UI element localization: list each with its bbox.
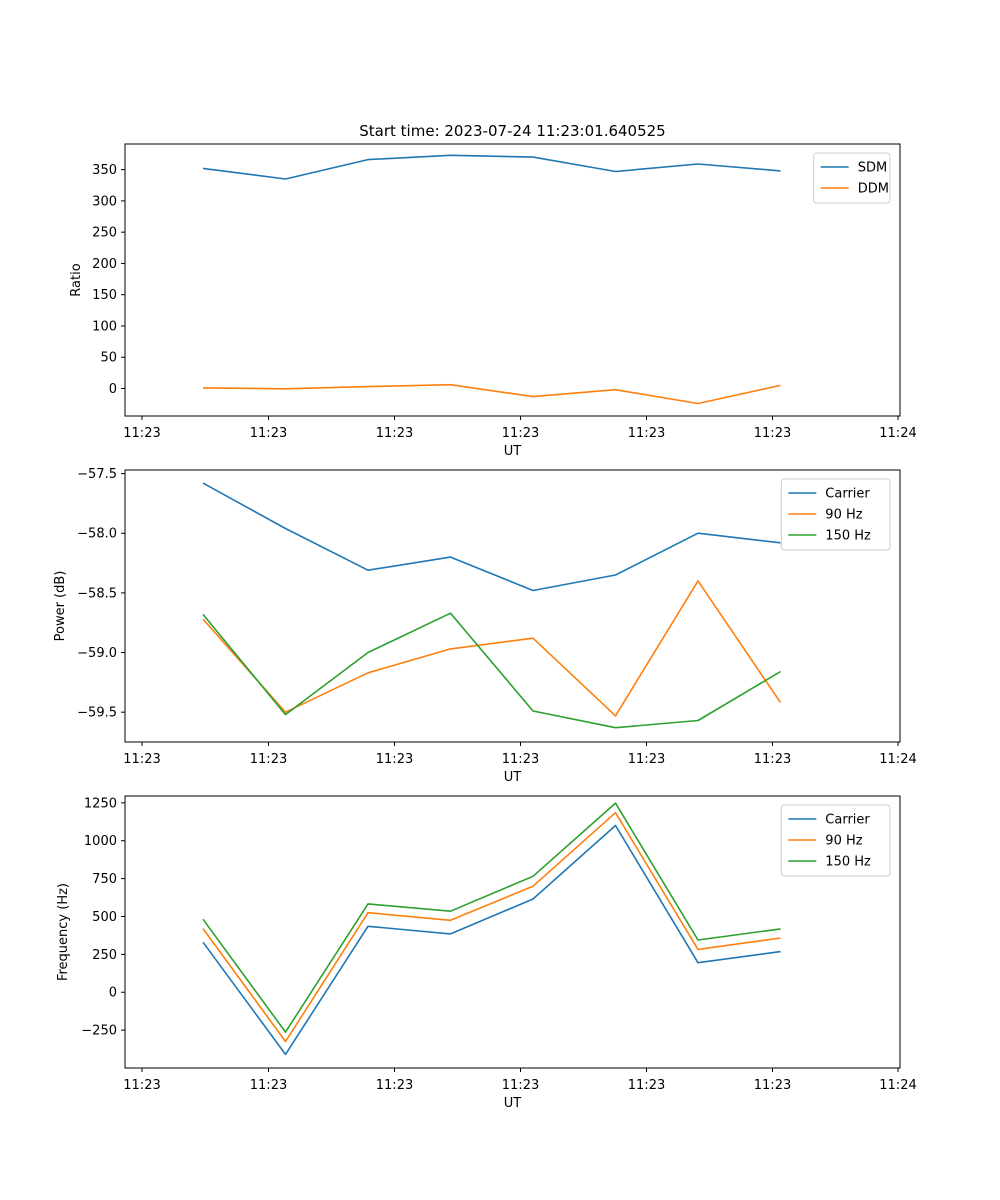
x-axis-label: UT: [504, 770, 522, 785]
chart-panel-3: −250 0 250 500 750 1000 1250 11:23 11:23 11:23 11:…: [56, 795, 917, 1111]
x-tick-label: 11:23: [250, 426, 287, 441]
legend-label: 90 Hz: [825, 834, 862, 849]
y-tick-label: −59.0: [77, 646, 117, 661]
y-tick-label: 150: [92, 288, 117, 303]
series-line-carrier: [202, 482, 781, 592]
y-tick-label: 750: [92, 872, 117, 887]
x-tick-label: 11:23: [250, 1078, 287, 1093]
y-tick-label: −59.5: [77, 706, 117, 721]
y-axis-label: Ratio: [69, 263, 84, 296]
y-tick-label: −57.5: [77, 467, 117, 482]
legend-label: SDM: [858, 161, 887, 176]
x-tick-label: 11:23: [754, 1078, 791, 1093]
y-tick-label: 200: [92, 257, 117, 272]
x-axis-label: UT: [504, 444, 522, 459]
x-tick-label: 11:23: [502, 426, 539, 441]
y-tick-label: 100: [92, 319, 117, 334]
x-tick-label: 11:23: [250, 752, 287, 767]
x-tick-label: 11:24: [879, 426, 916, 441]
x-tick-label: 11:24: [879, 752, 916, 767]
x-tick-label: 11:23: [123, 1078, 160, 1093]
series-line-ddm: [202, 383, 781, 405]
y-tick-label: 1000: [84, 834, 117, 849]
x-tick-label: 11:23: [628, 752, 665, 767]
x-tick-label: 11:23: [123, 752, 160, 767]
y-axis-label: Frequency (Hz): [56, 883, 71, 981]
x-tick-label: 11:23: [502, 752, 539, 767]
legend-box: [780, 478, 891, 551]
legend-box: [780, 804, 891, 877]
series-line-150-hz: [202, 612, 781, 729]
legend-label: 150 Hz: [825, 529, 871, 544]
x-tick-label: 11:23: [376, 752, 413, 767]
x-tick-label: 11:23: [502, 1078, 539, 1093]
axes-frame: [124, 795, 901, 1069]
series-line-90-hz: [202, 811, 781, 1043]
x-tick-label: 11:23: [754, 426, 791, 441]
legend-label: Carrier: [825, 487, 870, 502]
x-tick-label: 11:23: [628, 426, 665, 441]
x-axis-label: UT: [504, 1096, 522, 1111]
y-tick-label: −58.5: [77, 586, 117, 601]
x-tick-label: 11:24: [879, 1078, 916, 1093]
legend-label: 90 Hz: [825, 508, 862, 523]
x-tick-label: 11:23: [123, 426, 160, 441]
y-axis-label: Power (dB): [53, 571, 68, 642]
y-tick-label: 1250: [84, 796, 117, 811]
legend-label: 150 Hz: [825, 855, 871, 870]
y-tick-label: 250: [92, 226, 117, 241]
legend-box: [813, 152, 891, 204]
x-tick-label: 11:23: [376, 426, 413, 441]
series-line-sdm: [202, 154, 781, 180]
y-tick-label: 250: [92, 948, 117, 963]
chart-title: Start time: 2023-07-24 11:23:01.640525: [359, 122, 665, 140]
chart-panel-1: 0 50 100 150 200 250 300 350 11:23 11:23 11:23 11:2…: [69, 143, 917, 459]
series-line-carrier: [202, 824, 781, 1056]
x-tick-label: 11:23: [628, 1078, 665, 1093]
y-tick-label: 500: [92, 910, 117, 925]
legend-label: Carrier: [825, 813, 870, 828]
axes-frame: [124, 143, 901, 417]
y-tick-label: −250: [81, 1024, 117, 1039]
legend-label: DDM: [858, 182, 889, 197]
y-tick-label: 50: [100, 351, 117, 366]
series-line-90-hz: [202, 580, 782, 717]
x-tick-label: 11:23: [376, 1078, 413, 1093]
y-tick-label: −58.0: [77, 527, 117, 542]
series-line-150-hz: [202, 802, 781, 1033]
chart-panel-2: −59.5 −59.0 −58.5 −58.0 −57.5 11:23 11:23 11:23…: [53, 467, 917, 785]
y-tick-label: 350: [92, 163, 117, 178]
y-tick-label: 0: [109, 986, 117, 1001]
y-tick-label: 0: [109, 382, 117, 397]
x-tick-label: 11:23: [754, 752, 791, 767]
axes-frame: [124, 469, 901, 743]
y-tick-label: 300: [92, 194, 117, 209]
